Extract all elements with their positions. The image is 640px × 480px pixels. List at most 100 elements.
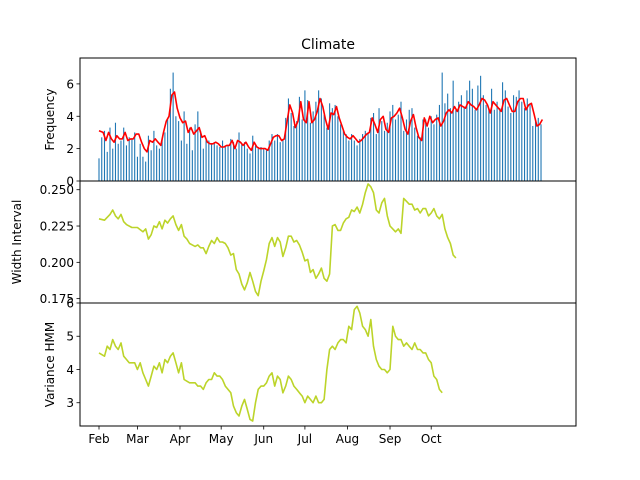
frequency-bar bbox=[202, 148, 204, 181]
panel-1: 0 2 4 6 Frequency bbox=[43, 57, 577, 189]
frequency-bar bbox=[351, 134, 353, 181]
frequency-bar bbox=[433, 124, 435, 181]
frequency-bar bbox=[191, 150, 193, 181]
plot-area-2 bbox=[98, 183, 457, 297]
frequency-bar bbox=[175, 116, 177, 181]
frequency-bar bbox=[427, 127, 430, 181]
y-tick-label: 6 bbox=[66, 77, 74, 91]
frequency-bar bbox=[340, 124, 342, 181]
frequency-bar bbox=[205, 138, 207, 181]
frequency-bar bbox=[447, 93, 449, 181]
frequency-bar bbox=[125, 145, 128, 181]
frequency-bar bbox=[469, 80, 471, 181]
frequency-bar bbox=[194, 124, 196, 181]
frequency-bar bbox=[342, 130, 344, 181]
frequency-bar bbox=[323, 114, 325, 181]
frequency-bar bbox=[290, 113, 292, 181]
frequency-bar bbox=[331, 108, 333, 181]
frequency-bar bbox=[145, 161, 147, 181]
frequency-bar bbox=[534, 121, 537, 181]
x-tick-label: Jul bbox=[297, 432, 312, 446]
frequency-bar bbox=[416, 135, 419, 181]
frequency-bar bbox=[529, 103, 531, 181]
frequency-bar bbox=[161, 138, 163, 181]
frequency-bar bbox=[178, 121, 180, 181]
frequency-bar bbox=[493, 109, 495, 181]
frequency-bar bbox=[172, 72, 174, 181]
frequency-bar bbox=[532, 125, 534, 181]
frequency-bar bbox=[109, 127, 111, 181]
panel-2: 0.175 0.200 0.225 0.250 Width Interval bbox=[10, 180, 577, 306]
frequency-bar bbox=[304, 90, 306, 181]
x-tick-label: Mar bbox=[126, 432, 149, 446]
y-tick-label: 3 bbox=[66, 396, 74, 410]
x-tick-label: May bbox=[209, 432, 234, 446]
frequency-bar bbox=[230, 138, 232, 181]
frequency-bar bbox=[507, 106, 509, 181]
frequency-bar bbox=[238, 132, 240, 181]
frequency-bar bbox=[227, 145, 229, 181]
frequency-bar bbox=[180, 140, 182, 181]
frequency-bar bbox=[488, 108, 490, 181]
frequency-bar bbox=[400, 101, 402, 181]
frequency-bar bbox=[312, 111, 314, 181]
frequency-bar bbox=[279, 142, 281, 181]
frequency-bar bbox=[326, 127, 328, 181]
frequency-bar bbox=[224, 147, 226, 181]
frequency-bar bbox=[134, 132, 136, 181]
frequency-bar bbox=[186, 143, 188, 181]
frequency-bar bbox=[485, 104, 487, 181]
frequency-bar bbox=[502, 82, 504, 181]
frequency-bar bbox=[460, 95, 462, 181]
frequency-bar bbox=[458, 101, 460, 181]
frequency-bar bbox=[164, 132, 166, 181]
frequency-bar bbox=[123, 127, 125, 181]
frequency-bar bbox=[139, 143, 141, 181]
frequency-bar bbox=[381, 121, 383, 181]
frequency-bar bbox=[131, 138, 133, 181]
frequency-bar bbox=[114, 122, 117, 181]
frequency-bar bbox=[513, 95, 515, 181]
y-tick-label: 4 bbox=[66, 363, 74, 377]
frequency-bar bbox=[389, 111, 391, 181]
frequency-bar bbox=[419, 137, 421, 181]
y-tick-label: 0.175 bbox=[40, 292, 74, 306]
frequency-bar bbox=[370, 117, 372, 181]
frequency-bar bbox=[491, 88, 493, 181]
frequency-bar bbox=[216, 145, 218, 181]
frequency-bar bbox=[362, 134, 364, 181]
frequency-bar bbox=[136, 156, 138, 181]
frequency-bar bbox=[329, 103, 331, 181]
frequency-bar bbox=[232, 142, 235, 181]
x-tick-label: Oct bbox=[421, 432, 442, 446]
y-tick-label: 0.225 bbox=[40, 220, 74, 234]
frequency-bar bbox=[150, 150, 152, 181]
frequency-bar bbox=[252, 135, 254, 181]
frequency-bar bbox=[243, 142, 246, 181]
frequency-bar bbox=[356, 145, 358, 181]
x-tick-label: Apr bbox=[170, 432, 191, 446]
frequency-bar bbox=[403, 130, 405, 181]
x-tick-label: Sep bbox=[379, 432, 402, 446]
frequency-bar bbox=[394, 119, 397, 181]
frequency-bar bbox=[375, 134, 377, 181]
frequency-bar bbox=[285, 117, 287, 181]
x-tick-label: Feb bbox=[88, 432, 109, 446]
frequency-bar bbox=[422, 119, 424, 181]
y-tick-label: 5 bbox=[66, 330, 74, 344]
panel-3: 3 4 5 6 Variance HMM bbox=[43, 297, 577, 427]
chart-panels: 0 2 4 6 Frequency 0.175 0.200 0.225 0.250 Width I… bbox=[10, 57, 577, 427]
frequency-bar bbox=[320, 98, 322, 181]
frequency-bar bbox=[213, 142, 215, 181]
frequency-bar bbox=[392, 104, 394, 181]
y-tick-label: 6 bbox=[66, 297, 74, 311]
frequency-bar bbox=[474, 109, 476, 181]
frequency-bar bbox=[183, 111, 185, 181]
plot-area-1 bbox=[98, 72, 544, 181]
y-axis-label: Variance HMM bbox=[43, 322, 57, 407]
frequency-bar bbox=[241, 143, 243, 181]
series-line-3 bbox=[98, 305, 443, 422]
plot-area-3 bbox=[98, 305, 443, 422]
frequency-bar bbox=[477, 85, 479, 181]
frequency-bar bbox=[142, 156, 144, 181]
